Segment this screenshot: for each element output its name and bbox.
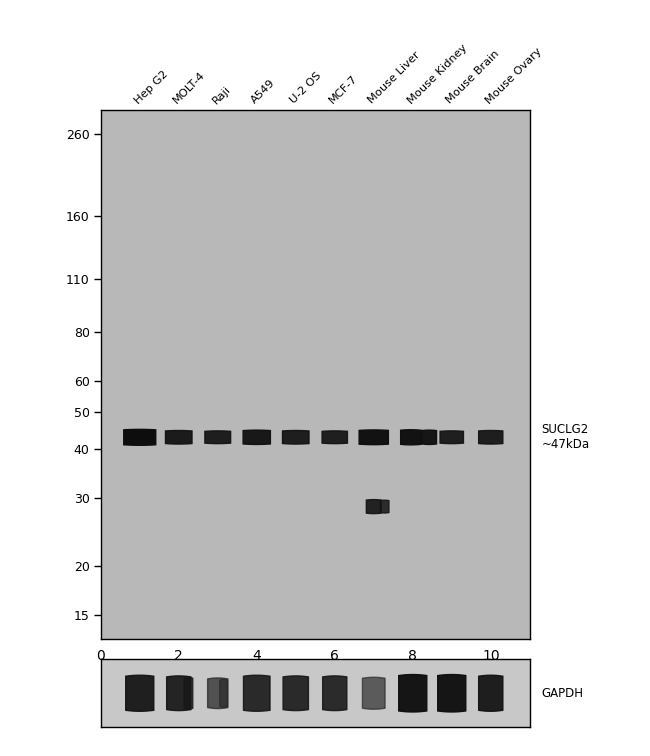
Text: U-2 OS: U-2 OS bbox=[289, 71, 324, 106]
Text: MCF-7: MCF-7 bbox=[328, 73, 360, 106]
Text: Mouse Liver: Mouse Liver bbox=[367, 50, 422, 106]
Text: MOLT-4: MOLT-4 bbox=[172, 70, 207, 106]
Polygon shape bbox=[244, 675, 270, 711]
Polygon shape bbox=[243, 430, 270, 445]
Polygon shape bbox=[478, 430, 503, 444]
Text: Mouse Brain: Mouse Brain bbox=[445, 49, 502, 106]
Polygon shape bbox=[400, 429, 421, 445]
Polygon shape bbox=[437, 674, 466, 712]
Text: Mouse Kidney: Mouse Kidney bbox=[406, 42, 469, 106]
Polygon shape bbox=[380, 500, 389, 513]
Polygon shape bbox=[184, 677, 193, 709]
Polygon shape bbox=[367, 500, 381, 513]
Polygon shape bbox=[166, 676, 191, 711]
Polygon shape bbox=[363, 677, 385, 709]
Polygon shape bbox=[322, 676, 347, 711]
Polygon shape bbox=[205, 431, 231, 444]
Polygon shape bbox=[440, 431, 463, 444]
Text: A549: A549 bbox=[250, 78, 278, 106]
Text: Mouse Ovary: Mouse Ovary bbox=[484, 46, 543, 106]
Polygon shape bbox=[220, 680, 228, 707]
Text: GAPDH: GAPDH bbox=[541, 686, 584, 700]
Text: Hep G2: Hep G2 bbox=[133, 69, 170, 106]
Polygon shape bbox=[422, 430, 437, 445]
Polygon shape bbox=[398, 674, 427, 712]
Polygon shape bbox=[478, 675, 503, 711]
Polygon shape bbox=[207, 678, 228, 708]
Text: Raji: Raji bbox=[211, 84, 233, 106]
Polygon shape bbox=[124, 429, 156, 445]
Polygon shape bbox=[283, 430, 309, 444]
Polygon shape bbox=[283, 676, 309, 711]
Polygon shape bbox=[322, 431, 347, 444]
Polygon shape bbox=[359, 430, 389, 445]
Polygon shape bbox=[166, 430, 192, 444]
Text: SUCLG2
~47kDa: SUCLG2 ~47kDa bbox=[541, 423, 590, 451]
Polygon shape bbox=[125, 675, 154, 711]
